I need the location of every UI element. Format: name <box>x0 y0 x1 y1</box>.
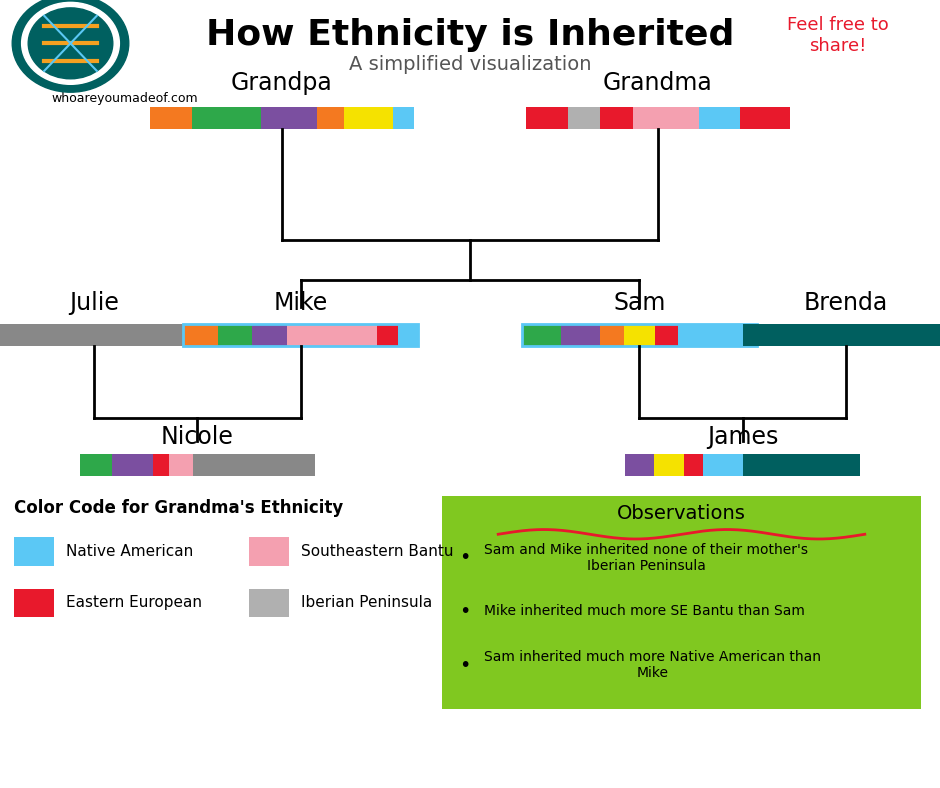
FancyBboxPatch shape <box>743 454 860 476</box>
Text: Julie: Julie <box>69 292 119 315</box>
FancyBboxPatch shape <box>699 107 740 129</box>
FancyBboxPatch shape <box>526 107 568 129</box>
FancyBboxPatch shape <box>377 324 398 346</box>
FancyBboxPatch shape <box>14 537 54 566</box>
FancyBboxPatch shape <box>561 324 600 346</box>
Circle shape <box>22 2 119 84</box>
FancyBboxPatch shape <box>194 454 315 476</box>
Text: A simplified visualization: A simplified visualization <box>349 55 591 74</box>
FancyBboxPatch shape <box>0 324 197 346</box>
Text: Color Code for Grandma's Ethnicity: Color Code for Grandma's Ethnicity <box>14 500 343 517</box>
Text: •: • <box>460 602 471 621</box>
Text: Brenda: Brenda <box>804 292 888 315</box>
Text: Observations: Observations <box>617 504 746 523</box>
Text: Mike: Mike <box>274 292 328 315</box>
Text: Grandma: Grandma <box>603 71 713 95</box>
FancyBboxPatch shape <box>80 454 112 476</box>
Text: Eastern European: Eastern European <box>66 595 202 611</box>
FancyBboxPatch shape <box>654 454 684 476</box>
FancyBboxPatch shape <box>249 589 289 617</box>
FancyBboxPatch shape <box>112 454 153 476</box>
FancyBboxPatch shape <box>261 107 317 129</box>
FancyBboxPatch shape <box>625 454 654 476</box>
FancyBboxPatch shape <box>655 324 679 346</box>
Text: Sam and Mike inherited none of their mother's
Iberian Peninsula: Sam and Mike inherited none of their mot… <box>484 543 808 573</box>
FancyBboxPatch shape <box>522 324 561 346</box>
FancyBboxPatch shape <box>253 324 287 346</box>
FancyBboxPatch shape <box>634 107 699 129</box>
Text: Mike inherited much more SE Bantu than Sam: Mike inherited much more SE Bantu than S… <box>484 604 805 619</box>
Text: Sam inherited much more Native American than
Mike: Sam inherited much more Native American … <box>484 650 822 680</box>
FancyBboxPatch shape <box>317 107 344 129</box>
FancyBboxPatch shape <box>568 107 601 129</box>
FancyBboxPatch shape <box>287 324 349 346</box>
FancyBboxPatch shape <box>743 324 940 346</box>
FancyBboxPatch shape <box>183 324 218 346</box>
Text: whoareyoumadeof.com: whoareyoumadeof.com <box>52 92 198 105</box>
FancyBboxPatch shape <box>344 107 393 129</box>
Circle shape <box>28 8 113 79</box>
Text: Feel free to
share!: Feel free to share! <box>787 16 888 55</box>
FancyBboxPatch shape <box>442 496 921 709</box>
FancyBboxPatch shape <box>623 324 655 346</box>
FancyBboxPatch shape <box>153 454 169 476</box>
FancyBboxPatch shape <box>703 454 743 476</box>
FancyBboxPatch shape <box>740 107 790 129</box>
FancyBboxPatch shape <box>600 324 623 346</box>
FancyBboxPatch shape <box>218 324 253 346</box>
Text: James: James <box>707 426 778 449</box>
Text: Native American: Native American <box>66 544 193 559</box>
FancyBboxPatch shape <box>249 537 289 566</box>
Text: Sam: Sam <box>613 292 666 315</box>
Text: How Ethnicity is Inherited: How Ethnicity is Inherited <box>206 18 734 53</box>
Text: Grandpa: Grandpa <box>231 71 333 95</box>
Circle shape <box>12 0 129 92</box>
FancyBboxPatch shape <box>684 454 703 476</box>
Text: •: • <box>460 656 471 675</box>
Text: Iberian Peninsula: Iberian Peninsula <box>301 595 432 611</box>
FancyBboxPatch shape <box>393 107 414 129</box>
FancyBboxPatch shape <box>733 324 757 346</box>
FancyBboxPatch shape <box>14 589 54 617</box>
FancyBboxPatch shape <box>679 324 733 346</box>
FancyBboxPatch shape <box>349 324 377 346</box>
FancyBboxPatch shape <box>169 454 194 476</box>
FancyBboxPatch shape <box>150 107 192 129</box>
Text: Southeastern Bantu: Southeastern Bantu <box>301 544 453 559</box>
Text: Nicole: Nicole <box>161 426 234 449</box>
FancyBboxPatch shape <box>601 107 634 129</box>
Text: •: • <box>460 548 471 567</box>
FancyBboxPatch shape <box>192 107 261 129</box>
FancyBboxPatch shape <box>398 324 418 346</box>
